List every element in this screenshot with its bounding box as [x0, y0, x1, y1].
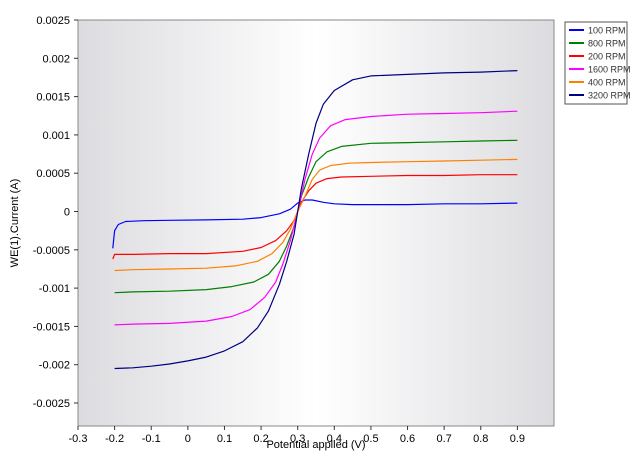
legend-label: 100 RPM	[588, 26, 626, 36]
x-tick-label: -0.2	[105, 433, 124, 445]
series-layer	[112, 70, 518, 370]
legend-label: 200 RPM	[588, 52, 626, 62]
legend-label: 800 RPM	[588, 39, 626, 49]
axes-layer: 0.0025 0.002 0.0015 0.001 0.0005 0 -0.0005 -0.0…	[33, 15, 525, 445]
y-tick-label: 0.002	[42, 53, 70, 65]
y-axis-label: WE(1).Current (A)	[9, 179, 21, 268]
y-tick-label: 0.0005	[36, 168, 70, 180]
y-tick-label: 0.0025	[36, 15, 70, 27]
x-tick-label: -0.1	[142, 433, 161, 445]
y-tick-label: -0.0005	[33, 245, 70, 257]
x-tick-label: 0.9	[510, 433, 525, 445]
x-tick-label: 0.1	[217, 433, 232, 445]
y-tick-label: 0.0015	[36, 92, 70, 104]
x-tick-label: 0.6	[400, 433, 415, 445]
legend: 100 RPM 800 RPM 200 RPM 1600 RPM 400 RPM 3200…	[564, 21, 630, 105]
x-tick-label: 0.5	[363, 433, 378, 445]
x-tick-label: 0.8	[473, 433, 488, 445]
x-tick-label: 0.4	[327, 433, 342, 445]
series-line-3200-rpm	[114, 70, 518, 370]
legend-label: 400 RPM	[588, 78, 626, 88]
x-tick-label: -0.3	[69, 433, 88, 445]
legend-label: 3200 RPM	[588, 91, 630, 101]
y-tick-label: 0.001	[42, 130, 70, 142]
x-tick-label: 0.7	[437, 433, 452, 445]
series-line-100-rpm	[112, 199, 518, 249]
y-tick-label: -0.0025	[33, 398, 70, 410]
y-tick-label: -0.0015	[33, 321, 70, 333]
legend-box	[564, 21, 628, 105]
x-tick-label: 0	[185, 433, 191, 445]
y-tick-label: 0	[64, 207, 70, 219]
x-tick-label: 0.3	[290, 433, 305, 445]
plot-area	[77, 19, 555, 427]
x-tick-label: 0.2	[253, 433, 268, 445]
y-tick-label: -0.002	[39, 360, 70, 372]
legend-label: 1600 RPM	[588, 65, 630, 75]
x-axis-label: Potential applied (V)	[266, 439, 365, 451]
y-tick-label: -0.001	[39, 283, 70, 295]
series-line-400-rpm	[114, 158, 518, 272]
